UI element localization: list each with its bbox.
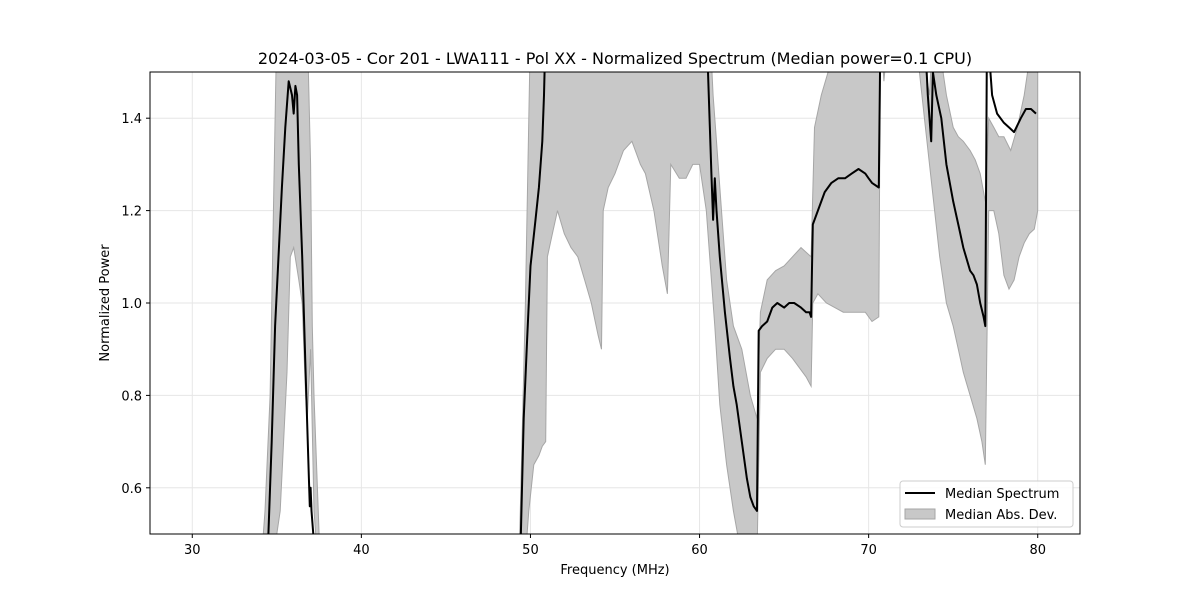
median-spectrum-segment <box>925 72 1037 328</box>
y-tick-label: 1.4 <box>121 112 142 127</box>
x-tick-label: 30 <box>184 543 201 558</box>
legend-label-median-abs-dev: Median Abs. Dev. <box>945 508 1057 523</box>
x-tick-label: 60 <box>691 543 708 558</box>
x-tick-label: 40 <box>353 543 370 558</box>
y-axis-label: Normalized Power <box>98 244 113 362</box>
legend-label-median-spectrum: Median Spectrum <box>945 487 1059 502</box>
chart-title: 2024-03-05 - Cor 201 - LWA111 - Pol XX -… <box>258 49 972 68</box>
x-tick-label: 80 <box>1029 543 1046 558</box>
median-spectrum-line <box>267 72 1037 534</box>
median-spectrum-segment <box>267 80 315 534</box>
x-axis-label: Frequency (MHz) <box>560 563 669 578</box>
y-tick-label: 1.2 <box>121 205 142 220</box>
legend-band-swatch <box>904 508 936 520</box>
legend: Median Spectrum Median Abs. Dev. <box>899 480 1074 528</box>
y-tick-label: 0.8 <box>121 389 142 404</box>
x-tick-label: 70 <box>860 543 877 558</box>
legend-box <box>899 480 1074 528</box>
mad-band-segment <box>262 72 320 534</box>
x-axis: 30 40 50 60 70 80 <box>184 534 1046 558</box>
y-axis: 0.6 0.8 1.0 1.2 1.4 <box>121 112 150 497</box>
y-tick-label: 1.0 <box>121 297 142 312</box>
x-tick-label: 50 <box>522 543 539 558</box>
median-spectrum-segment <box>706 72 882 512</box>
y-tick-label: 0.6 <box>121 482 142 497</box>
median-spectrum-segment <box>519 72 546 534</box>
